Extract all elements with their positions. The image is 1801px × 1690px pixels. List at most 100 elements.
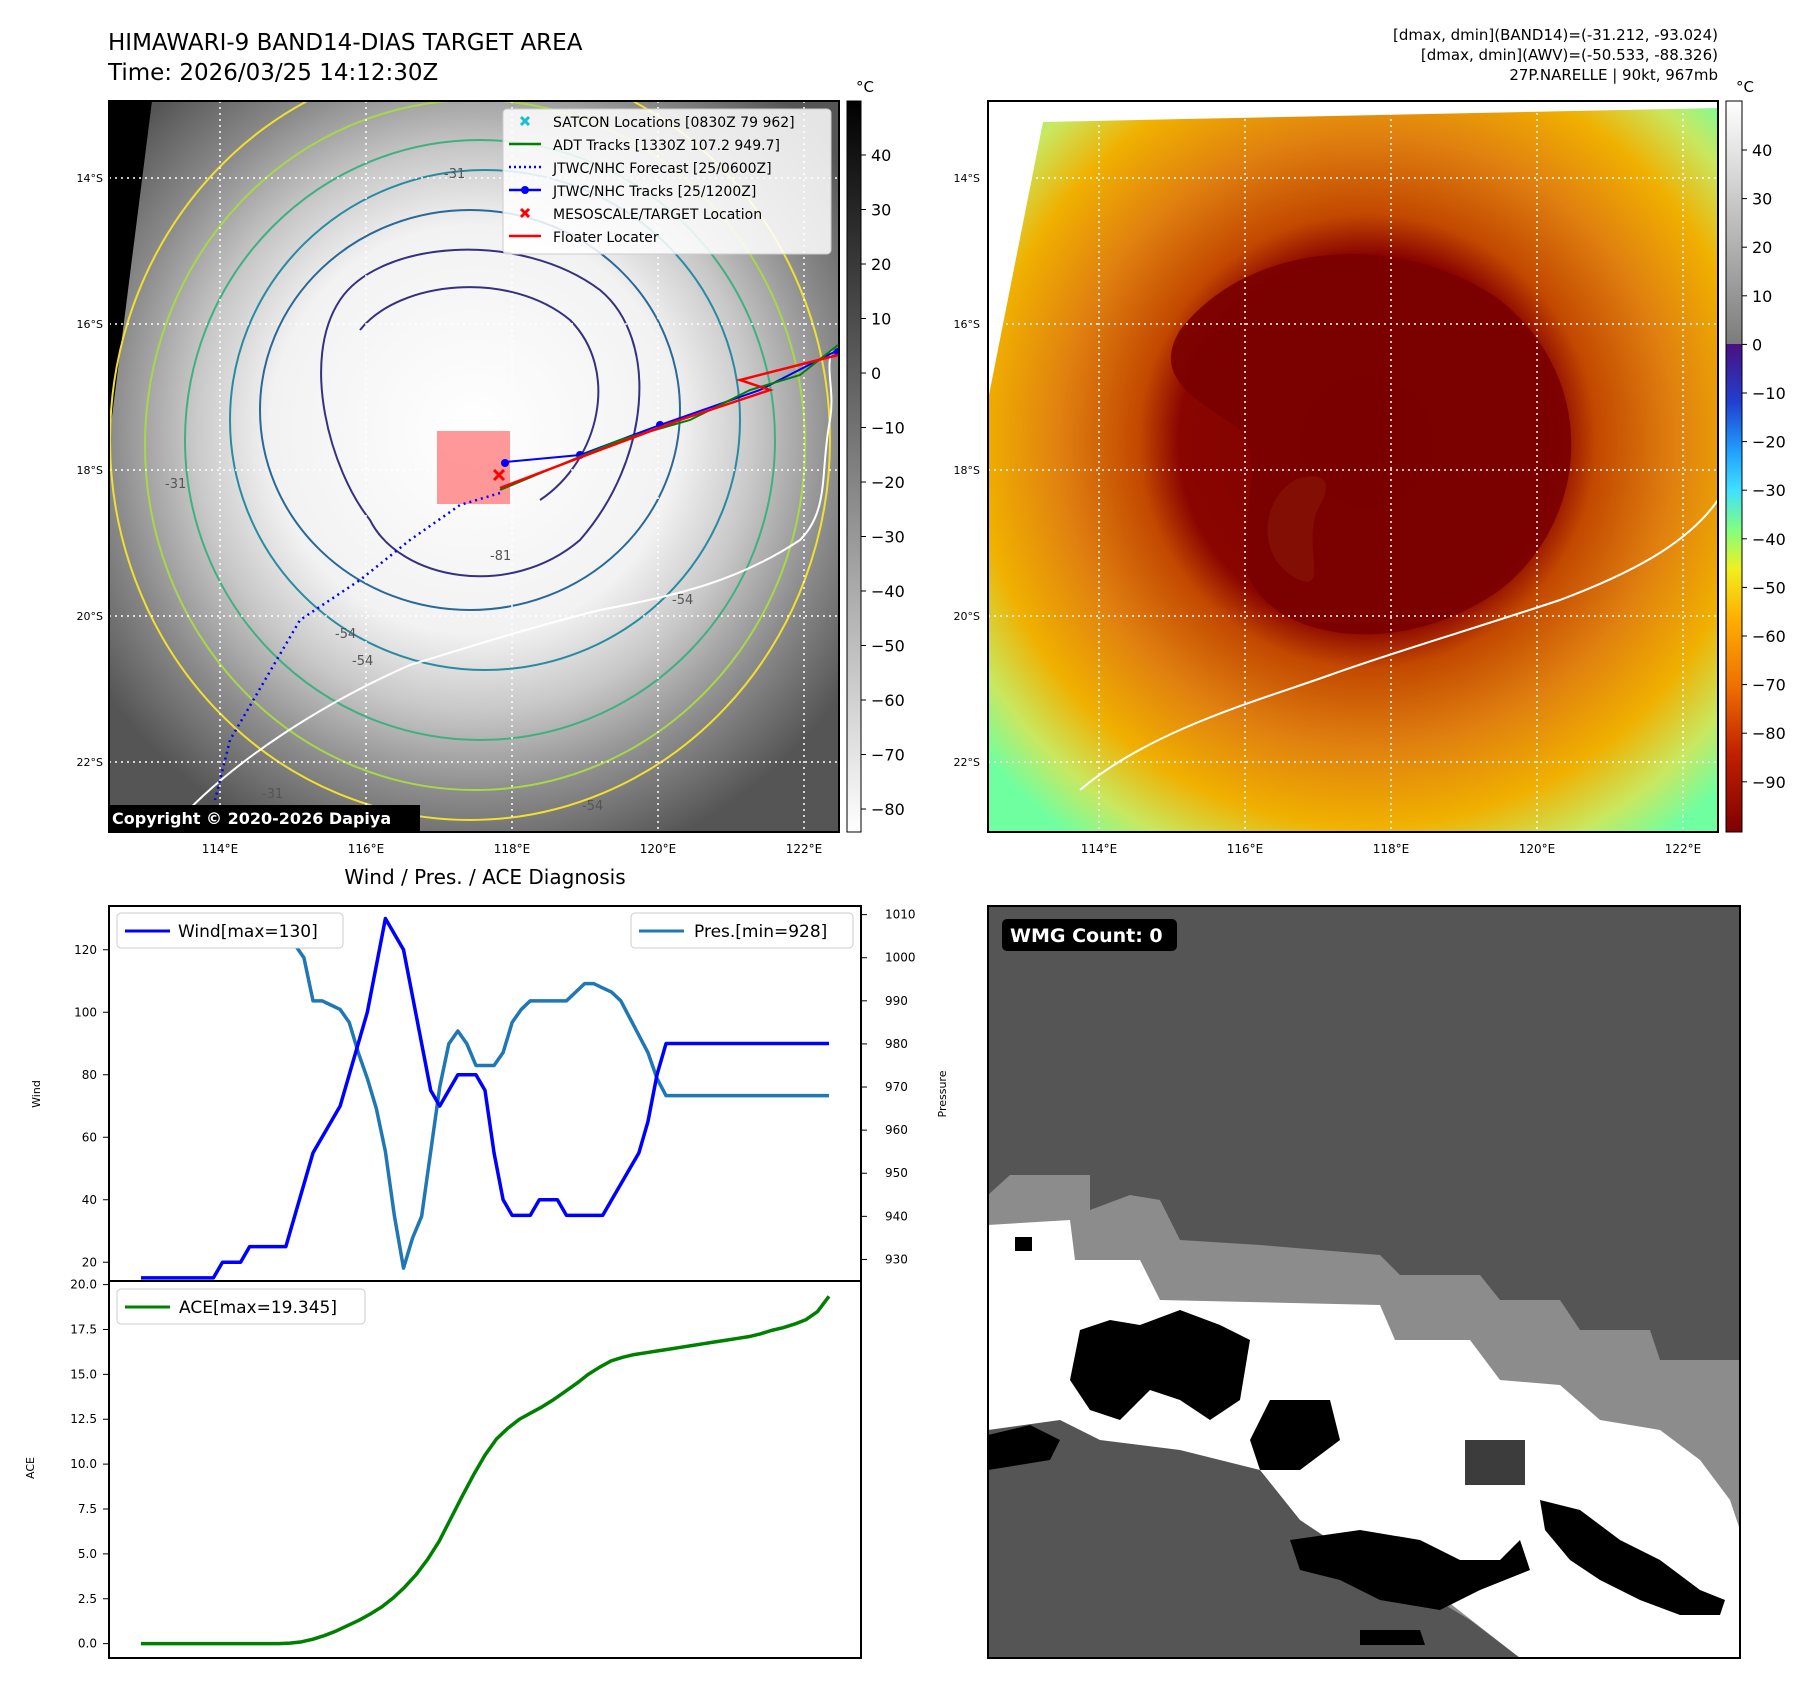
ace-ytick-label: 20.0 (70, 1278, 97, 1292)
contour-label-6: -54 (352, 654, 373, 669)
ace-ytick-label: 5.0 (78, 1547, 97, 1561)
ace-axes (108, 1280, 862, 1659)
contour-blue (259, 209, 681, 611)
lat-label: 20°S (954, 610, 980, 623)
contour-dark-inner (320, 248, 641, 578)
contour-label-1: -31 (444, 167, 465, 182)
legend-item-mesoscale: MESOSCALE/TARGET Location (519, 207, 762, 223)
ace-series-line (141, 1295, 831, 1646)
diagnosis-title: Wind / Pres. / ACE Diagnosis (344, 865, 625, 889)
pres-legend-box (630, 912, 854, 949)
colorbar-tick-label: −30 (871, 528, 905, 547)
lon-label: 118°E (494, 842, 531, 856)
lon-label: 114°E (202, 842, 239, 856)
colorbar-tick-label: 30 (871, 201, 891, 220)
lat-label: 16°S (954, 318, 980, 331)
svg-text:ADT Tracks [1330Z 107.2 949.7]: ADT Tracks [1330Z 107.2 949.7] (553, 138, 780, 154)
ace-ytick-label: 0.0 (78, 1637, 97, 1651)
lon-label: 114°E (1081, 842, 1118, 856)
contour-teal (229, 169, 741, 671)
legend-item-adt: ADT Tracks [1330Z 107.2 949.7] (509, 138, 780, 154)
ace-legend-label: ACE[max=19.345] (179, 1298, 337, 1318)
figure-time: Time: 2026/03/25 14:12:30Z (107, 60, 438, 86)
wind-pres-plot-layer: 20 40 60 80 100 120 930 940 950 960 970 980 990 1000 1… (74, 908, 916, 1280)
wmg-black-cells (988, 1237, 1725, 1645)
lon-label: 122°E (786, 842, 823, 856)
left-colorbar-bar (846, 100, 862, 833)
wmg-label-box (1002, 919, 1177, 951)
pres-legend: Pres.[min=928] (630, 912, 854, 949)
lat-label: 18°S (77, 464, 103, 477)
ace-ytick-label: 17.5 (70, 1322, 97, 1336)
wind-ytick-label: 80 (82, 1068, 97, 1082)
colorbar-tick-label: 30 (1752, 190, 1772, 209)
colorbar-tick-label: −50 (871, 637, 905, 656)
legend-item-floater: Floater Locater (509, 230, 659, 246)
contour-label-3: -81 (490, 549, 511, 564)
wind-legend-box (116, 912, 344, 949)
colorbar-tick-label: 0 (871, 364, 881, 383)
colorbar-tick-label: −60 (871, 691, 905, 710)
wmg-panel: WMG Count: 0 (987, 905, 1741, 1659)
ace-legend-box (116, 1288, 366, 1325)
lat-label: 18°S (954, 464, 980, 477)
colorbar-tick-label: −10 (1752, 384, 1786, 403)
legend-item-jtwc-tracks: JTWC/NHC Tracks [25/1200Z] (509, 184, 756, 200)
ace-plot-layer: 0.0 2.5 5.0 7.5 10.0 12.5 15.0 17.5 20.0 (70, 1278, 831, 1651)
colorbar-tick-label: 20 (871, 255, 891, 274)
left-map-lon-labels: 114°E 116°E 118°E 120°E 122°E (202, 842, 823, 856)
pres-legend-label: Pres.[min=928] (694, 922, 827, 942)
svg-text:MESOSCALE/TARGET Location: MESOSCALE/TARGET Location (553, 207, 762, 223)
colorbar-tick-label: −10 (871, 419, 905, 438)
svg-text:JTWC/NHC Tracks [25/1200Z]: JTWC/NHC Tracks [25/1200Z] (552, 184, 756, 200)
target-area-box (437, 431, 510, 504)
right-map-panel: 14°S 16°S 18°S 20°S 22°S 114°E 116°E 118… (954, 78, 1786, 856)
contour-label-8: -54 (582, 799, 603, 814)
colorbar-tick-label: −80 (1752, 724, 1786, 743)
pres-ytick-label: 1000 (885, 951, 916, 965)
colorbar-tick-label: 10 (1752, 287, 1772, 306)
lon-label: 120°E (640, 842, 677, 856)
ace-ytick-label: 12.5 (70, 1412, 97, 1426)
contour-label-2: -54 (672, 593, 693, 608)
left-map-frame (108, 100, 840, 833)
right-map-lat-labels: 14°S 16°S 18°S 20°S 22°S (954, 172, 980, 769)
wind-ytick-label: 20 (82, 1255, 97, 1269)
right-colorbar-ticks: 40 30 20 10 0 −10 −20 −30 −40 −50 −60 −70 −80 −90 (1742, 141, 1786, 792)
lat-label: 16°S (77, 318, 103, 331)
lat-label: 22°S (77, 756, 103, 769)
colorbar-tick-label: −90 (1752, 773, 1786, 792)
ace-legend: ACE[max=19.345] (116, 1288, 366, 1325)
left-map-lat-labels: 14°S 16°S 18°S 20°S 22°S (77, 172, 103, 769)
right-colorbar-frame (1725, 100, 1743, 833)
cold-cloud-core (1170, 254, 1572, 635)
legend-box (502, 108, 832, 255)
contour-label-4: -54 (335, 627, 356, 642)
diagnosis-panel: Wind / Pres. / ACE Diagnosis 20 40 60 80 100… (24, 865, 949, 1659)
colorbar-tick-label: 10 (871, 310, 891, 329)
lon-label: 116°E (348, 842, 385, 856)
pres-ytick-label: 990 (885, 994, 908, 1008)
pres-ytick-label: 940 (885, 1209, 908, 1223)
colorbar-tick-label: 40 (871, 146, 891, 165)
storm-info: 27P.NARELLE | 90kt, 967mb (1509, 66, 1718, 84)
left-colorbar-ticks: 40 30 20 10 0 −10 −20 −30 −40 −50 −60 −70 −80 (861, 146, 905, 819)
right-map-frame (987, 100, 1719, 833)
legend-item-satcon: SATCON Locations [0830Z 79 962] (519, 115, 795, 131)
wind-ytick-label: 100 (74, 1005, 97, 1019)
jtwc-forecast-track (213, 491, 501, 801)
colorbar-tick-label: −40 (1752, 530, 1786, 549)
wmg-dark-core (1465, 1440, 1525, 1485)
wind-series-line (141, 916, 829, 1280)
colorbar-tick-label: 40 (1752, 141, 1772, 160)
contour-yellowgreen (144, 101, 806, 791)
contour-dark-inner-2 (359, 286, 600, 501)
right-colorbar: °C 40 30 20 10 0 −10 −20 −30 −40 −50 −60 −70 −80 −90 (1725, 78, 1786, 833)
wind-ylabel: Wind (30, 1080, 43, 1108)
colorbar-tick-label: 0 (1752, 335, 1762, 354)
lat-label: 22°S (954, 756, 980, 769)
dmax-awv: [dmax, dmin](AWV)=(-50.533, -88.326) (1421, 46, 1718, 64)
legend-item-jtwc-forecast: JTWC/NHC Forecast [25/0600Z] (509, 161, 772, 177)
wind-ytick-label: 120 (74, 943, 97, 957)
